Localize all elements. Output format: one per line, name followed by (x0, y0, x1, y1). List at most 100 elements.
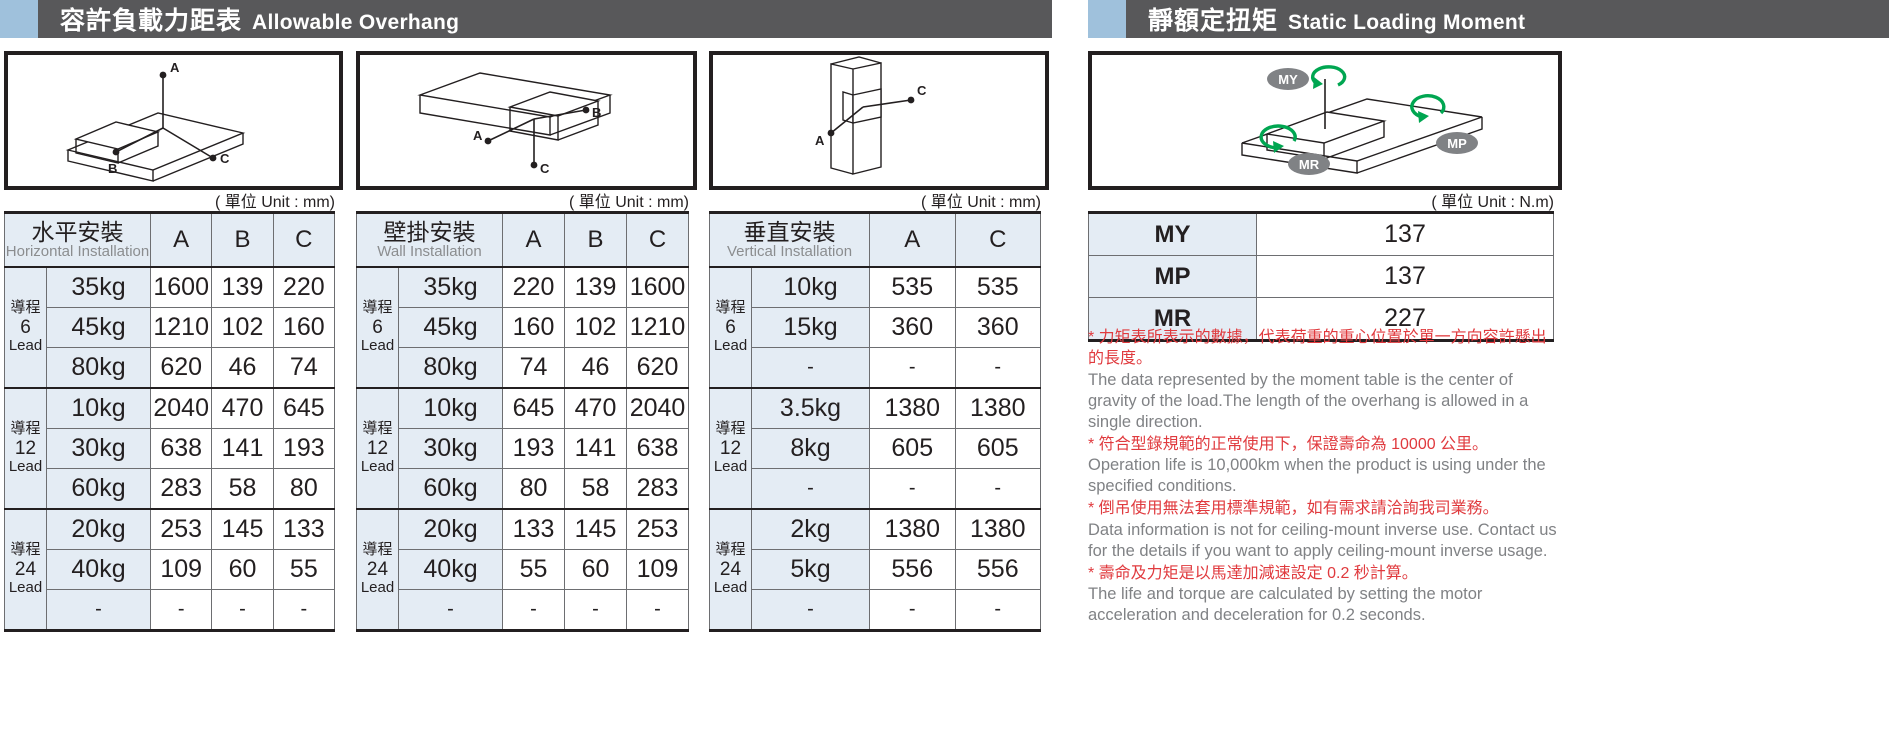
value-cell: - (954, 589, 1041, 631)
load-cell: 45kg (45, 307, 152, 348)
moment-key: MR (1088, 297, 1257, 341)
svg-text:A: A (473, 128, 483, 143)
note-en: Data information is not for ceiling-moun… (1088, 520, 1557, 560)
value-cell: 2040 (150, 387, 213, 429)
unit-caption-nm: ( 單位 Unit : N.m) (1431, 194, 1554, 211)
value-cell: 1380 (869, 387, 956, 429)
load-cell: - (750, 468, 871, 510)
value-cell: - (564, 589, 627, 631)
lead-label: 導程 12 Lead (4, 387, 47, 510)
load-cell: 30kg (45, 428, 152, 469)
header-accent-square (0, 0, 38, 38)
moment-key: MY (1088, 212, 1257, 256)
svg-text:A: A (815, 133, 825, 148)
value-cell: 60 (564, 549, 627, 590)
table-title: 垂直安裝 Vertical Installation (708, 212, 871, 268)
table-row: 導程 24 Lead 2kg 1380 1380 (709, 508, 1041, 631)
table-row: 60kg 80 58 283 (357, 468, 689, 510)
value-cell: 605 (954, 428, 1041, 469)
value-cell: - (211, 589, 274, 631)
load-cell: 45kg (398, 307, 503, 348)
value-cell: 139 (564, 266, 627, 308)
table-row: 5kg 556 556 (710, 549, 1041, 590)
value-cell: - (869, 347, 956, 389)
value-cell: 535 (954, 266, 1041, 308)
lead-label: 導程 24 Lead (356, 508, 399, 631)
column-header-b: B (564, 212, 627, 268)
table-row: 80kg 620 46 74 (5, 347, 336, 389)
value-cell: 55 (272, 549, 336, 590)
table-row: 8kg 605 605 (710, 428, 1041, 469)
note-cn: * 符合型錄規範的正常使用下，保證壽命為 10000 公里。 (1088, 435, 1489, 453)
value-cell: 220 (502, 266, 565, 308)
value-cell: 360 (954, 307, 1041, 348)
table-row: 40kg 109 60 55 (5, 549, 336, 590)
load-cell: 3.5kg (750, 387, 871, 429)
moment-key: MP (1088, 255, 1257, 298)
table-row: 45kg 160 102 1210 (357, 307, 689, 348)
value-cell: - (502, 589, 565, 631)
value-cell: 1380 (954, 387, 1041, 429)
value-cell: 470 (564, 387, 627, 429)
load-cell: 35kg (45, 266, 152, 308)
value-cell: 638 (150, 428, 213, 469)
table-row: 導程 12 Lead 3.5kg 1380 1380 (709, 387, 1041, 510)
value-cell: 193 (502, 428, 565, 469)
horizontal-installation-diagram: A C B (4, 51, 343, 190)
unit-caption-mm: ( 單位 Unit : mm) (921, 194, 1041, 211)
note-cn: * 倒吊使用無法套用標準規範，如有需求請洽詢我司業務。 (1088, 500, 1499, 518)
svg-text:MP: MP (1447, 136, 1467, 151)
vertical-installation-table: 垂直安裝 Vertical Installation A C 導程 6 Lead 10kg 53… (708, 211, 1041, 632)
column-header-b: B (211, 212, 274, 268)
note-en: The data represented by the moment table… (1088, 370, 1529, 431)
value-cell: 220 (272, 266, 336, 308)
moment-value: 137 (1256, 255, 1554, 298)
column-header-c: C (954, 212, 1041, 268)
value-cell: 160 (272, 307, 336, 348)
svg-text:C: C (917, 83, 927, 98)
value-cell: - (869, 589, 956, 631)
notes-block: * 力矩表所表示的數據，代表荷重的重心位置於單一方向容許懸出的長度。 The da… (1088, 327, 1558, 627)
load-cell: 10kg (750, 266, 871, 308)
value-cell: 556 (954, 549, 1041, 590)
lead-label: 導程 12 Lead (356, 387, 399, 510)
load-cell: 80kg (45, 347, 152, 389)
table-row: 導程 24 Lead 20kg 133 145 253 (356, 508, 689, 631)
value-cell: - (150, 589, 213, 631)
static-loading-moment-header: 靜額定扭矩 Static Loading Moment (1088, 0, 1889, 38)
load-cell: 60kg (398, 468, 503, 510)
load-cell: 10kg (398, 387, 503, 429)
value-cell: 638 (626, 428, 689, 469)
value-cell: 145 (211, 508, 274, 550)
table-row: 15kg 360 360 (710, 307, 1041, 348)
table-row: MY 137 (1088, 212, 1554, 256)
header-title-cn: 靜額定扭矩 (1148, 7, 1279, 35)
value-cell: 55 (502, 549, 565, 590)
table-row: 導程 12 Lead 10kg 645 470 2040 (356, 387, 689, 510)
horizontal-installation-table: 水平安裝 Horizontal Installation A B C 導程 6 Lead 35k… (3, 211, 336, 632)
allowable-overhang-header: 容許負載力距表 Allowable Overhang (0, 0, 1052, 38)
value-cell: 1600 (150, 266, 213, 308)
value-cell: 645 (502, 387, 565, 429)
lead-label: 導程 24 Lead (4, 508, 47, 631)
lead-label: 導程 12 Lead (709, 387, 752, 510)
value-cell: 58 (564, 468, 627, 510)
value-cell: 160 (502, 307, 565, 348)
value-cell: 139 (211, 266, 274, 308)
value-cell: 253 (150, 508, 213, 550)
value-cell: 1600 (626, 266, 689, 308)
load-cell: 5kg (750, 549, 871, 590)
unit-caption-mm: ( 單位 Unit : mm) (569, 194, 689, 211)
static-moment-diagram: MY MP MR (1088, 51, 1562, 190)
table-row: MP 137 (1088, 255, 1554, 298)
load-cell: 35kg (398, 266, 503, 308)
table-row: 導程 6 Lead 10kg 535 535 (709, 266, 1041, 389)
table-row: 30kg 638 141 193 (5, 428, 336, 469)
load-cell: 20kg (398, 508, 503, 550)
note-cn: * 力矩表所表示的數據，代表荷重的重心位置於單一方向容許懸出的長度。 (1088, 329, 1547, 368)
value-cell: 2040 (626, 387, 689, 429)
header-title-cn: 容許負載力距表 (60, 7, 243, 35)
value-cell: 283 (150, 468, 213, 510)
table-row: 導程 24 Lead 20kg 253 145 133 (4, 508, 336, 631)
value-cell: - (954, 468, 1041, 510)
